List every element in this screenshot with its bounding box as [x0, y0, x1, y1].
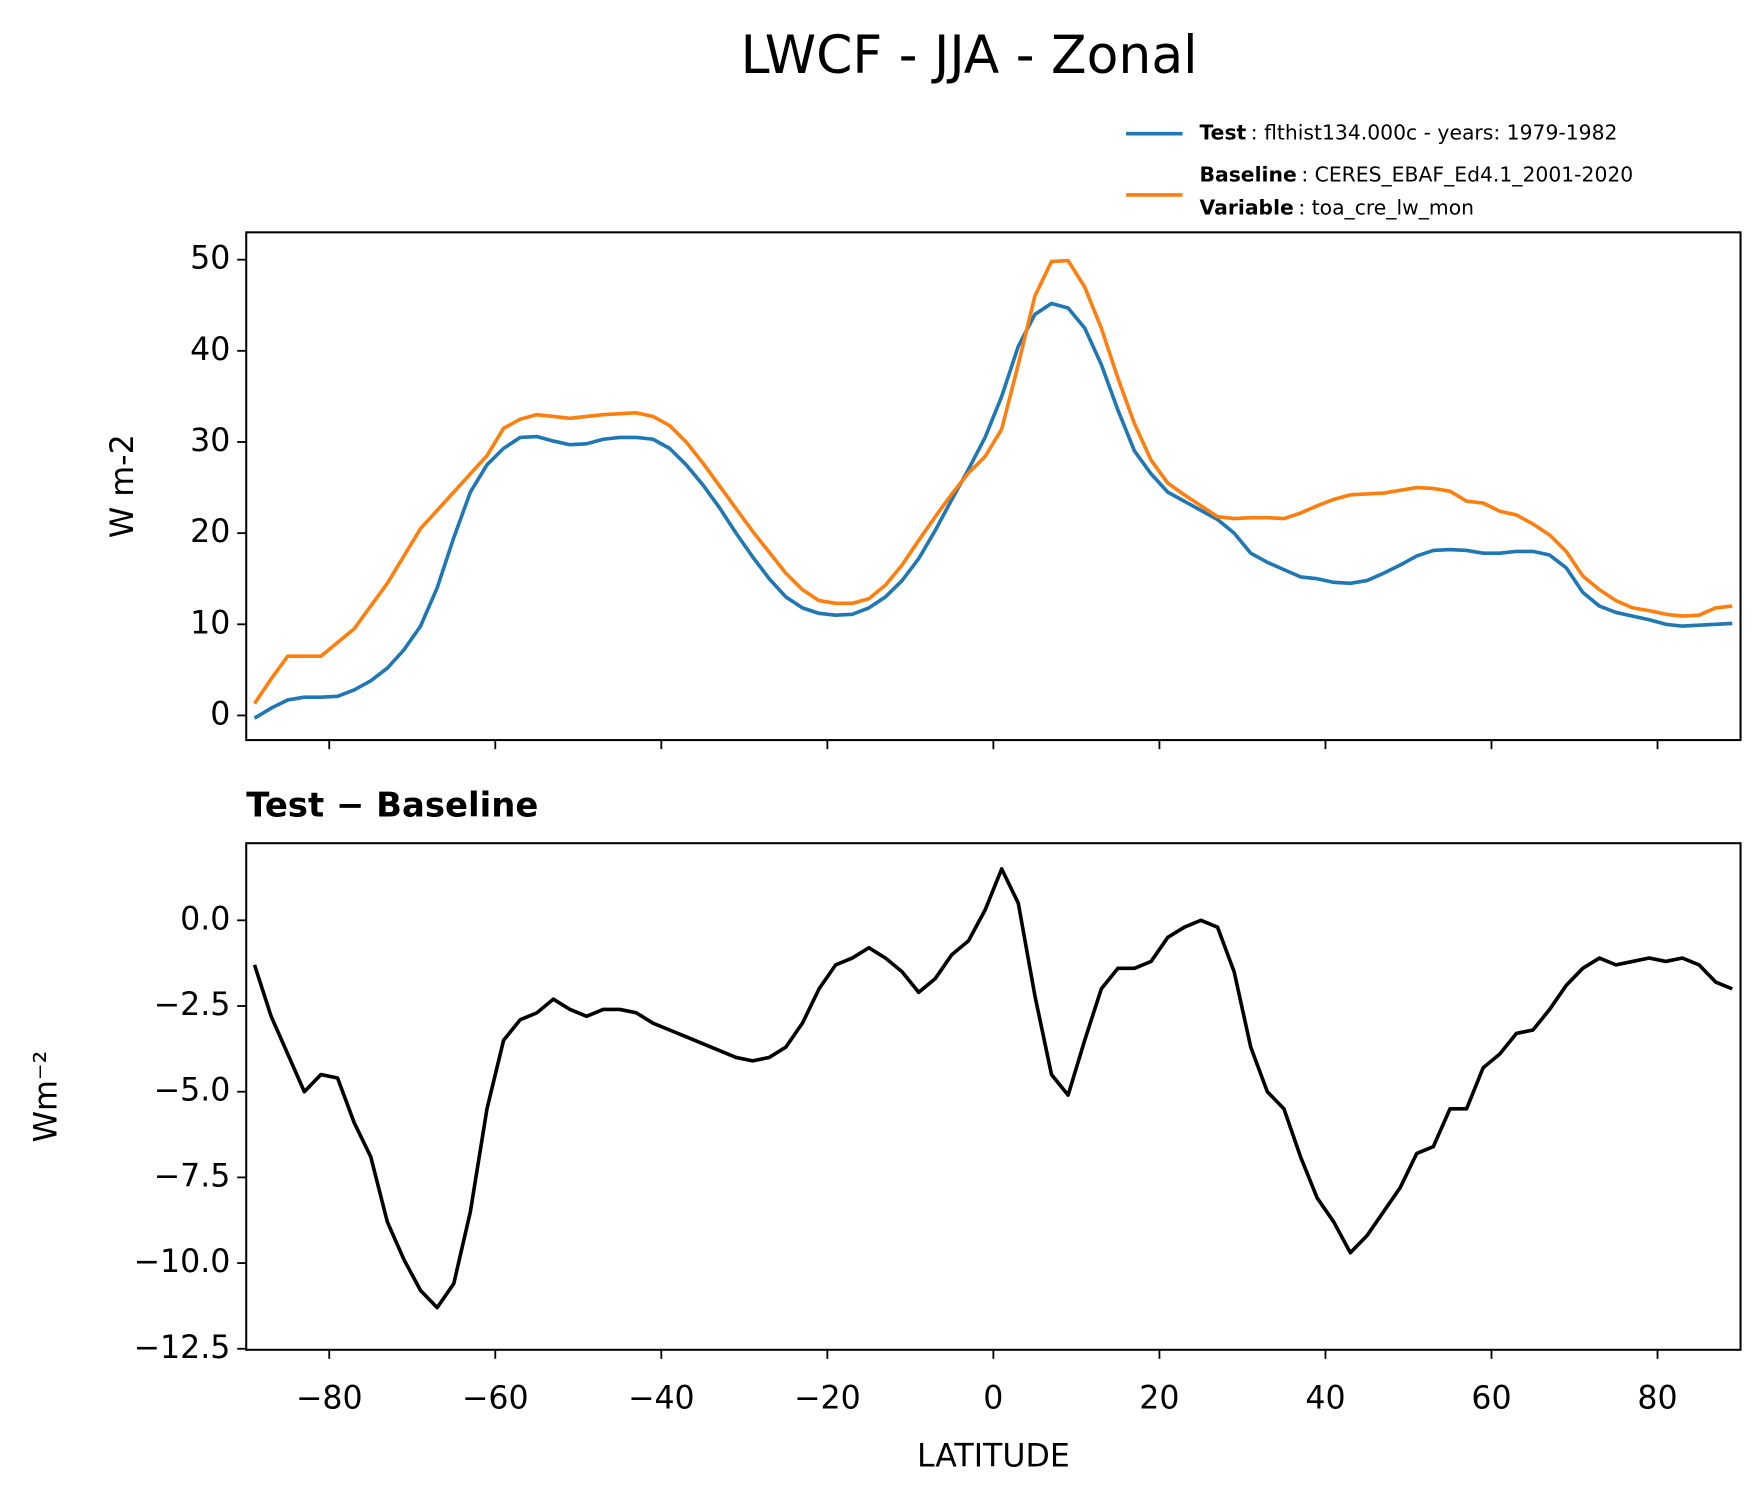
y-tick-label: −10.0	[134, 1244, 231, 1280]
y-tick-label: 20	[190, 514, 230, 550]
x-tick-label: 60	[1471, 1381, 1511, 1417]
legend-description: : CERES_EBAF_Ed4.1_2001-2020	[1301, 163, 1633, 188]
subplot-title: Test − Baseline	[246, 785, 538, 825]
legend-name: Test	[1200, 121, 1247, 145]
x-axis-label: LATITUDE	[917, 1438, 1070, 1474]
x-tick-label: −60	[462, 1381, 529, 1417]
y-axis-label: W m-2	[105, 434, 141, 538]
legend-description: : flthist134.000c - years: 1979-1982	[1251, 121, 1618, 145]
legend-entry: Test: flthist134.000c - years: 1979-1982	[1200, 121, 1618, 145]
y-tick-label: −2.5	[154, 987, 231, 1023]
data-line	[253, 301, 1733, 720]
axes-frame	[245, 231, 1742, 742]
y-tick-label: 50	[190, 241, 230, 277]
x-tick-label: 80	[1637, 1381, 1677, 1417]
legend-variable-label: Variable	[1200, 196, 1294, 220]
x-tick-label: −80	[296, 1381, 363, 1417]
y-tick-label: 30	[190, 423, 230, 459]
y-tick-label: 10	[190, 605, 230, 641]
x-tick-label: 40	[1305, 1381, 1345, 1417]
y-tick-label: −5.0	[154, 1073, 231, 1109]
x-tick-label: −40	[628, 1381, 695, 1417]
legend-name: Baseline	[1200, 163, 1297, 187]
y-tick-label: −12.5	[134, 1330, 231, 1366]
figure-title: LWCF - JJA - Zonal	[741, 26, 1198, 86]
legend-entry: Baseline: CERES_EBAF_Ed4.1_2001-2020	[1200, 163, 1634, 188]
axes-frame	[245, 842, 1742, 1351]
data-line	[253, 258, 1733, 705]
x-tick-label: 20	[1139, 1381, 1179, 1417]
y-tick-label: −7.5	[154, 1158, 231, 1194]
legend-entry: Variable: toa_cre_lw_mon	[1200, 196, 1475, 221]
y-tick-label: 0.0	[180, 901, 230, 937]
y-tick-label: 0	[210, 696, 230, 732]
y-axis-label: Wm⁻²	[28, 1051, 64, 1143]
x-tick-label: −20	[794, 1381, 861, 1417]
data-line	[252, 867, 1733, 1310]
y-tick-label: 40	[190, 332, 230, 368]
legend-variable: : toa_cre_lw_mon	[1298, 196, 1474, 221]
x-tick-label: 0	[983, 1381, 1003, 1417]
